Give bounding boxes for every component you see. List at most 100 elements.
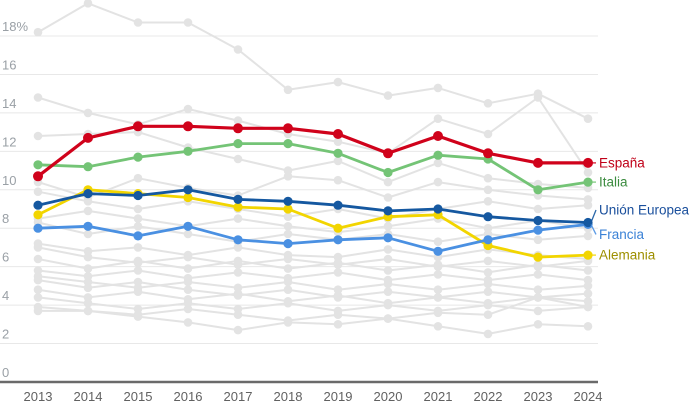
series-other-5-point-2024 [583,200,593,210]
series-other-16-line [37,296,589,322]
series-espa-a-point-2024[interactable] [583,157,593,168]
series-other-16-point-2022 [483,310,493,320]
series-other-6-point-2017 [233,214,243,223]
series-alemania-point-2024[interactable] [583,250,593,260]
series-espa-a-point-2015[interactable] [133,121,143,132]
series-other-13-point-2016 [183,285,193,295]
series-uni-n-europea-point-2017[interactable] [233,194,243,204]
series-espa-a-point-2014[interactable] [83,132,93,143]
series-espa-a-point-2017[interactable] [233,123,243,134]
series-other-4-point-2019 [333,175,343,185]
series-other-3-point-2021 [433,158,443,168]
series-italia-point-2020[interactable] [383,167,393,178]
series-espa-a-point-2018[interactable] [283,123,293,134]
series-espa-a-point-2020[interactable] [383,148,393,159]
series-alemania-point-2016[interactable] [183,192,193,203]
series-italia-point-2016[interactable] [183,146,193,156]
series-uni-n-europea-point-2018[interactable] [283,196,293,206]
series-alemania-point-2017[interactable] [233,202,243,212]
series-uni-n-europea-point-2015[interactable] [133,190,143,201]
series-other-4-point-2020 [383,193,393,202]
series-other-12-point-2020 [383,279,393,289]
series-alemania-point-2018[interactable] [283,204,293,214]
series-other-1-point-2016 [183,18,193,27]
legend-label-alemania: Alemania [599,248,656,263]
series-uni-n-europea-point-2020[interactable] [383,206,393,216]
series-other-12-point-2022 [483,279,493,289]
series-francia-point-2022[interactable] [483,235,493,245]
series-francia-point-2016[interactable] [183,221,193,231]
series-italia-point-2017[interactable] [233,139,243,149]
series-other-2-point-2022 [483,129,493,139]
series-alemania-point-2023[interactable] [533,252,543,262]
series-other-10-point-2021 [433,260,443,270]
series-uni-n-europea-point-2023[interactable] [533,215,543,226]
series-other-8-point-2017 [233,243,243,252]
series-francia-point-2013[interactable] [33,223,43,233]
series-other-17-point-2023 [533,320,543,329]
series-francia-point-2020[interactable] [383,233,393,243]
series-francia-point-2019[interactable] [333,235,343,245]
series-other-14-point-2015 [133,287,143,297]
series-francia-point-2017[interactable] [233,235,243,245]
series-uni-n-europea-point-2022[interactable] [483,212,493,222]
series-francia-point-2014[interactable] [83,221,93,231]
series-other-15-point-2020 [383,300,393,310]
series-italia-point-2014[interactable] [83,162,93,172]
series-uni-n-europea-point-2014[interactable] [83,189,93,199]
series-uni-n-europea-point-2016[interactable] [183,185,193,195]
series-uni-n-europea-point-2013[interactable] [33,200,43,210]
series-other-1-point-2018 [283,85,293,95]
series-other-5-point-2018 [283,212,293,221]
series-other-16-point-2017 [233,310,243,320]
series-other-12-point-2023 [533,285,543,295]
series-other-16-point-2023 [533,293,543,302]
series-francia-point-2021[interactable] [433,246,443,256]
series-other-2-point-2023 [533,93,543,102]
series-italia-point-2019[interactable] [333,148,343,158]
series-other-2-point-2019 [333,137,343,146]
series-alemania-point-2019[interactable] [333,223,343,233]
series-other-1-point-2020 [383,91,393,100]
series-italia-point-2013[interactable] [33,160,43,170]
series-espa-a-point-2016[interactable] [183,121,193,132]
series-other-1-point-2024 [583,114,593,123]
series-other-7-point-2014 [83,229,93,239]
series-other-10-point-2018 [283,264,293,273]
series-uni-n-europea-point-2021[interactable] [433,204,443,214]
series-other-9-point-2020 [383,254,393,264]
series-other-17-point-2018 [283,318,293,327]
series-other-1-point-2013 [33,27,43,37]
series-espa-a-point-2023[interactable] [533,157,543,168]
series-francia-point-2023[interactable] [533,225,543,235]
series-other-9-point-2016 [183,252,193,262]
series-other-15-line [37,296,589,312]
series-other-17-point-2019 [333,320,343,329]
series-italia-point-2015[interactable] [133,152,143,162]
series-italia-point-2018[interactable] [283,139,293,149]
series-other-4-point-2021 [433,177,443,187]
series-uni-n-europea-point-2024[interactable] [583,217,593,228]
series-italia-point-2024[interactable] [583,177,593,187]
series-espa-a-point-2013[interactable] [33,171,43,182]
series-italia-point-2021[interactable] [433,150,443,160]
y-axis-label-12: 12 [2,134,16,149]
series-other-14-point-2019 [333,291,343,300]
y-axis-label-0: 0 [2,365,9,380]
series-espa-a-point-2021[interactable] [433,131,443,141]
x-axis-label-2019: 2019 [324,389,353,404]
series-italia-point-2023[interactable] [533,185,543,195]
series-francia-point-2015[interactable] [133,231,143,241]
series-other-14-point-2013 [33,285,43,295]
series-francia-point-2018[interactable] [283,239,293,249]
series-other-4-point-2015 [133,173,143,183]
legend-connector-francia [590,224,597,235]
series-espa-a-point-2022[interactable] [483,148,493,159]
series-other-9-point-2018 [283,254,293,264]
series-other-11-point-2015 [133,266,143,275]
series-uni-n-europea-point-2019[interactable] [333,200,343,210]
series-alemania-point-2013[interactable] [33,210,43,220]
series-espa-a-point-2019[interactable] [333,129,343,139]
series-other-17-point-2017 [233,325,243,335]
